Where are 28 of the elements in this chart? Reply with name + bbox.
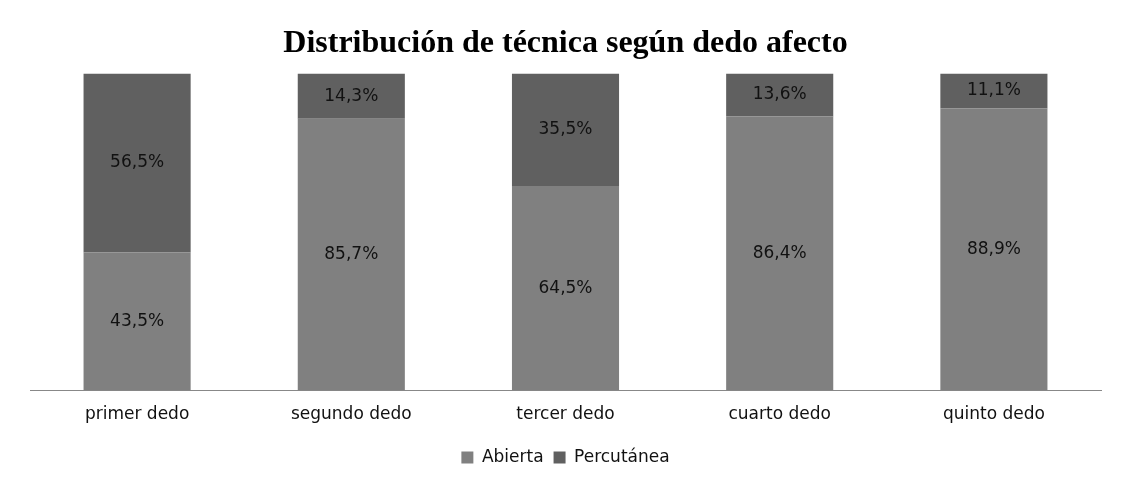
- bar: [726, 73, 834, 117]
- data-label: 64,5%: [538, 276, 593, 297]
- x-tick-label: quinto dedo: [942, 403, 1045, 424]
- x-tick-label: tercer dedo: [516, 403, 615, 424]
- data-label: 43,5%: [110, 310, 165, 331]
- bar: [83, 252, 191, 391]
- data-label: 35,5%: [538, 118, 593, 139]
- bar: [83, 73, 191, 253]
- bar: [297, 73, 405, 119]
- data-label: 11,1%: [966, 79, 1021, 100]
- chart-title: Distribución de técnica según dedo afecto: [283, 23, 848, 60]
- bar: [511, 73, 620, 187]
- data-label: 86,4%: [752, 241, 807, 262]
- bar: [940, 108, 1048, 391]
- data-label: 56,5%: [110, 151, 165, 172]
- x-tick-label: segundo dedo: [290, 403, 412, 424]
- data-label: 88,9%: [966, 238, 1021, 259]
- bar: [940, 73, 1048, 109]
- bar: [726, 116, 834, 391]
- x-tick-label: cuarto dedo: [728, 403, 831, 424]
- x-tick-label: primer dedo: [84, 403, 190, 424]
- bar: [511, 186, 620, 391]
- legend-label: Abierta: [481, 445, 544, 466]
- bar: [297, 118, 405, 391]
- data-label: 13,6%: [752, 83, 807, 104]
- data-label: 85,7%: [324, 243, 379, 264]
- data-label: 14,3%: [324, 84, 379, 105]
- legend-label: Percutánea: [574, 445, 670, 466]
